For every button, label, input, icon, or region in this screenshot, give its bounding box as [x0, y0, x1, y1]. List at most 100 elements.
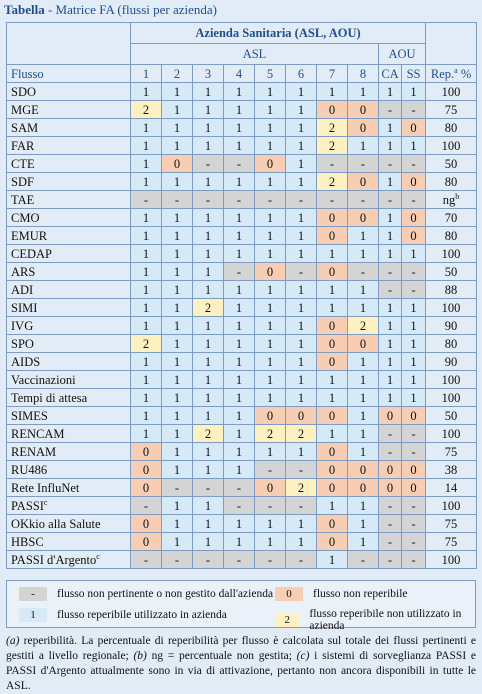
flusso-name: AIDS	[6, 352, 131, 371]
cell: 1	[378, 352, 402, 371]
data-row: Vaccinazioni 1 1 1 1 1 1 1 1 1 1 100	[6, 370, 478, 389]
data-row: OKkio alla Salute 0 1 1 1 1 1 0 1- -75	[6, 514, 478, 533]
data-row: SDF 1 1 1 1 1 1 2 0 1 0 80	[6, 172, 478, 191]
name-text: SDO	[11, 84, 37, 99]
data-row: Tempi di attesa 1 1 1 1 1 1 1 1 1 1 100	[6, 388, 478, 407]
cell: -	[378, 514, 402, 533]
cell: 1	[130, 172, 162, 191]
cell: -	[378, 424, 402, 443]
cell: 1	[400, 370, 427, 389]
rep-unit: %	[457, 66, 472, 81]
cell: -	[285, 496, 317, 515]
data-row: EMUR 1 1 1 1 1 1 0 1 1 0 80	[6, 226, 478, 245]
cell: 1	[378, 172, 402, 191]
flusso-name: ARS	[6, 262, 131, 281]
rep-value: 90	[425, 316, 478, 335]
cell: -	[400, 100, 427, 119]
name-text: CTE	[11, 156, 35, 171]
title: Tabella - Matrice FA (flussi per azienda…	[4, 2, 217, 18]
rep-text: 100	[441, 300, 461, 315]
rep-text: 100	[441, 426, 461, 441]
cell: -	[400, 532, 427, 551]
cell: 1	[161, 316, 193, 335]
title-label: Tabella	[4, 2, 45, 17]
rep-text: 80	[444, 120, 458, 135]
cell: -	[192, 190, 224, 209]
legend-swatch: 1	[19, 608, 47, 622]
cell: 1	[192, 460, 224, 479]
cell: 0	[347, 460, 379, 479]
name-text: SIMES	[11, 408, 48, 423]
column-header: SS	[400, 64, 427, 83]
name-text: AIDS	[11, 354, 41, 369]
cell: 1	[254, 82, 286, 101]
cell: 1	[285, 514, 317, 533]
cell: -	[378, 496, 402, 515]
cell: -	[161, 190, 193, 209]
cell: -	[223, 190, 255, 209]
rep-value: 100	[425, 82, 478, 101]
flusso-name: IVG	[6, 316, 131, 335]
cell: 1	[192, 244, 224, 263]
cell: 1	[285, 244, 317, 263]
legend-label: flusso reperibile non utilizzato in azie…	[309, 608, 462, 632]
rep-text: 80	[444, 174, 458, 189]
cell: 1	[254, 514, 286, 533]
cell: -	[378, 532, 402, 551]
name-sup: c	[43, 497, 48, 507]
cell: 1	[285, 334, 317, 353]
cell: 0	[378, 460, 402, 479]
data-row: FAR 1 1 1 1 1 1 2 1 1 1 100	[6, 136, 478, 155]
cell: 1	[285, 118, 317, 137]
data-row: CTE 1 0- -0 1- - - -50	[6, 154, 478, 173]
data-row: RU486 0 1 1 1- -0 0 0 0 38	[6, 460, 478, 479]
asl-header: ASL	[130, 43, 379, 65]
cell: 1	[223, 370, 255, 389]
cell: 1	[316, 298, 348, 317]
rep-value: 88	[425, 280, 478, 299]
rep-value: 100	[425, 136, 478, 155]
cell: 1	[378, 118, 402, 137]
cell: 1	[347, 388, 379, 407]
name-text: SAM	[11, 120, 39, 135]
legend: - flusso non pertinente o non gestito dal…	[6, 580, 476, 632]
cell: -	[378, 262, 402, 281]
name-text: RENAM	[11, 444, 57, 459]
cell: 0	[316, 532, 348, 551]
data-row: TAE - - - - - - - - - - ngb	[6, 190, 478, 209]
cell: -	[254, 460, 286, 479]
cell: 1	[285, 82, 317, 101]
cell: 1	[285, 226, 317, 245]
rep-text: 100	[441, 372, 461, 387]
cell: 1	[254, 244, 286, 263]
column-header: 8	[347, 64, 379, 83]
cell: 1	[130, 208, 162, 227]
cell: 0	[347, 334, 379, 353]
cell: -	[347, 154, 379, 173]
cell: 1	[347, 532, 379, 551]
cell: 0	[285, 406, 317, 425]
flusso-name: SPO	[6, 334, 131, 353]
name-text: TAE	[11, 192, 35, 207]
cell: 1	[192, 316, 224, 335]
data-row: SIMES 1 1 1 1 0 0 0 1 0 0 50	[6, 406, 478, 425]
cell: 1	[254, 352, 286, 371]
cell: 1	[285, 280, 317, 299]
cell: 2	[192, 424, 224, 443]
cell: 1	[254, 388, 286, 407]
cell: -	[400, 424, 427, 443]
cell: -	[192, 154, 224, 173]
cell: -	[254, 190, 286, 209]
data-row: SAM 1 1 1 1 1 1 2 0 1 0 80	[6, 118, 478, 137]
column-header: 3	[192, 64, 224, 83]
cell: 1	[223, 532, 255, 551]
cell: 1	[378, 334, 402, 353]
note-marker: (b)	[133, 650, 147, 662]
cell: 1	[347, 136, 379, 155]
cell: -	[400, 514, 427, 533]
cell: -	[378, 280, 402, 299]
cell: 1	[130, 352, 162, 371]
legend-label: flusso non reperibile	[313, 588, 408, 600]
rep-value: 50	[425, 154, 478, 173]
